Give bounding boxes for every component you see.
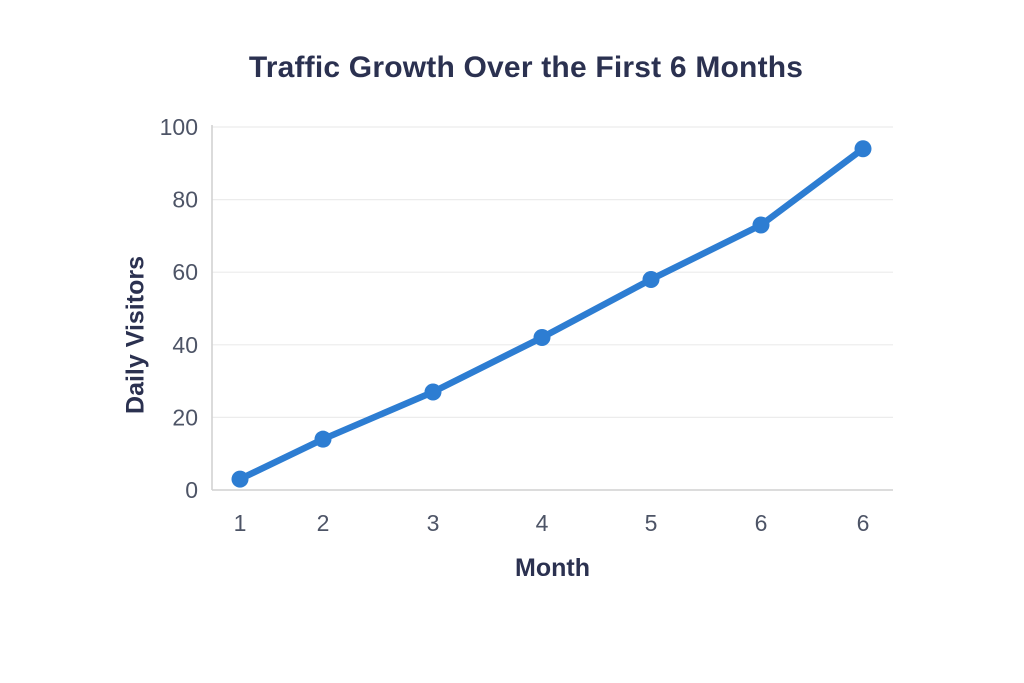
data-point-marker — [231, 470, 249, 488]
y-tick-label: 20 — [172, 404, 198, 430]
chart-title: Traffic Growth Over the First 6 Months — [248, 51, 804, 84]
data-point-marker — [424, 383, 442, 401]
y-tick-label: 40 — [172, 332, 198, 358]
y-axis-label: Daily Visitors — [121, 256, 150, 414]
y-tick-label: 0 — [185, 477, 198, 503]
x-tick-label: 6 — [857, 510, 870, 536]
y-tick-label: 60 — [172, 259, 198, 285]
x-tick-label: 2 — [317, 510, 330, 536]
x-tick-label: 5 — [645, 510, 658, 536]
data-point-marker — [314, 430, 332, 448]
y-tick-label: 80 — [172, 187, 198, 213]
y-tick-label: 100 — [160, 114, 198, 140]
x-tick-label: 4 — [536, 510, 549, 536]
x-tick-label: 6 — [755, 510, 768, 536]
data-line — [236, 145, 867, 483]
data-point-marker — [642, 270, 660, 288]
data-point-marker — [752, 216, 770, 234]
x-axis-label: Month — [515, 554, 590, 582]
data-point-marker — [854, 140, 872, 158]
data-point-marker — [533, 329, 551, 347]
x-tick-label: 1 — [234, 510, 247, 536]
x-tick-label: 3 — [427, 510, 440, 536]
